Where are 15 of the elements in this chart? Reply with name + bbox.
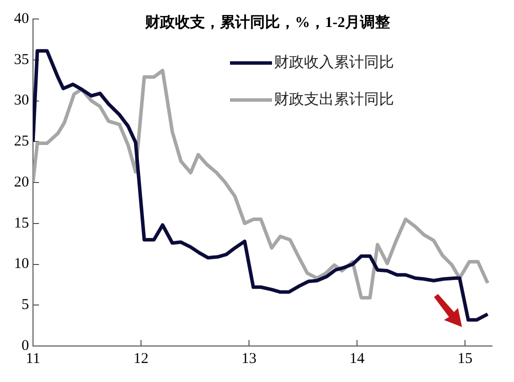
x-tick-label: 12 [134,350,148,367]
legend-label: 财政支出累计同比 [274,90,394,108]
chart-title: 财政收支，累计同比，%，1-2月调整 [144,14,390,31]
y-tick-label: 10 [14,256,29,272]
y-tick-label: 5 [22,297,29,314]
x-tick-label: 15 [458,350,472,367]
y-tick-label: 20 [14,174,29,190]
y-tick-label: 35 [14,52,29,68]
y-tick-label: 25 [14,134,29,150]
y-tick-label: 40 [14,10,29,27]
legend-label: 财政收入累计同比 [274,52,394,71]
x-tick-label: 13 [242,350,256,367]
y-tick-label: 30 [14,92,29,109]
x-tick-label: 14 [350,350,365,367]
y-tick-label: 15 [14,215,29,232]
